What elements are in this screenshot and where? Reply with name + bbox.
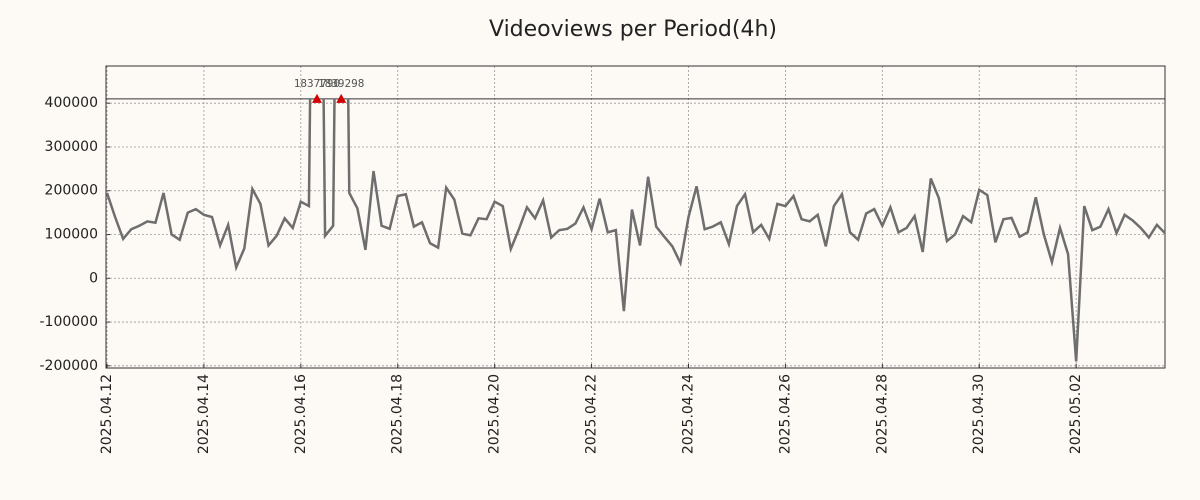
x-tick-label: 2025.04.14 bbox=[196, 374, 212, 454]
x-tick-label: 2025.04.22 bbox=[584, 374, 600, 454]
x-tick-label: 2025.04.26 bbox=[777, 374, 793, 454]
y-tick-label: 100000 bbox=[45, 227, 98, 243]
y-tick-label: 0 bbox=[89, 270, 98, 286]
outlier-marker bbox=[336, 93, 347, 103]
y-tick-label: -200000 bbox=[40, 358, 99, 374]
x-tick-label: 2025.04.12 bbox=[99, 374, 115, 454]
y-tick-label: -100000 bbox=[40, 314, 99, 330]
line-series bbox=[105, 98, 1166, 362]
outlier-label: 1837790 bbox=[294, 77, 340, 90]
x-tick-label: 2025.04.24 bbox=[680, 374, 696, 454]
x-tick-label: 2025.04.20 bbox=[487, 374, 503, 454]
y-tick-label: 400000 bbox=[45, 95, 98, 111]
plot-frame bbox=[105, 65, 1166, 369]
x-tick-label: 2025.04.30 bbox=[971, 374, 987, 454]
outlier-label: 1839298 bbox=[318, 77, 364, 90]
outlier-marker bbox=[311, 93, 322, 103]
x-tick-label: 2025.05.02 bbox=[1068, 374, 1084, 454]
y-tick-label: 200000 bbox=[45, 183, 98, 199]
x-tick-label: 2025.04.16 bbox=[293, 374, 309, 454]
chart-title: Videoviews per Period(4h) bbox=[489, 17, 777, 42]
x-tick-label: 2025.04.28 bbox=[874, 374, 890, 454]
x-tick-label: 2025.04.18 bbox=[390, 374, 406, 454]
y-tick-label: 300000 bbox=[45, 139, 98, 155]
